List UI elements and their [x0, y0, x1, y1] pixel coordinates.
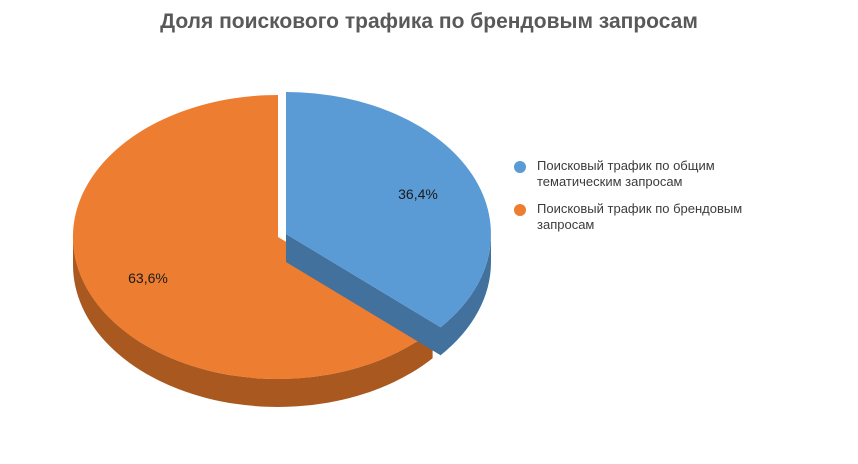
legend: Поисковый трафик по общим тематическим з… [514, 158, 814, 244]
data-label-general-queries: 36,4% [398, 186, 438, 202]
pie-slice-brand-queries [72, 94, 433, 379]
legend-label-general-queries: Поисковый трафик по общим тематическим з… [537, 158, 715, 189]
legend-item-brand-queries: Поисковый трафик по брендовым запросам [514, 201, 814, 233]
legend-swatch-general-queries [514, 161, 526, 173]
chart-title: Доля поискового трафика по брендовым зап… [160, 10, 698, 33]
pie-slice-general-queries [286, 92, 491, 328]
data-label-brand-queries: 63,6% [128, 270, 168, 286]
pie-slice-side-brand-queries [73, 237, 433, 407]
legend-label-brand-queries: Поисковый трафик по брендовым запросам [537, 201, 743, 232]
legend-item-general-queries: Поисковый трафик по общим тематическим з… [514, 158, 814, 190]
legend-swatch-brand-queries [514, 204, 526, 216]
